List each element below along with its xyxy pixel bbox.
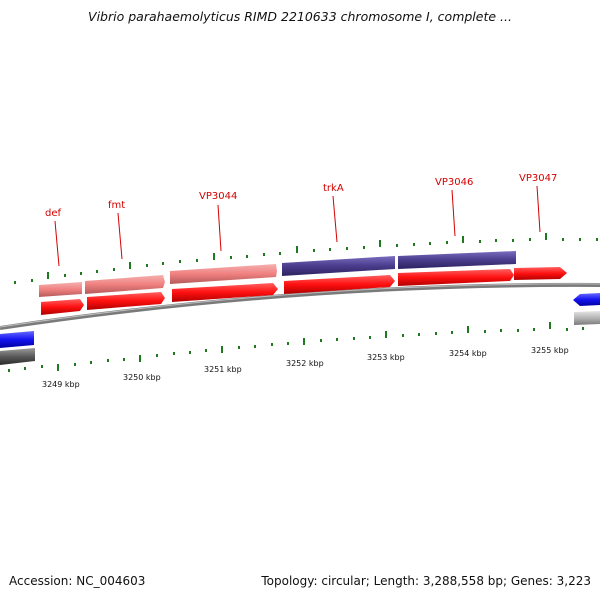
gene-trka[interactable] — [282, 256, 395, 276]
map-title: Vibrio parahaemolyticus RIMD 2210633 chr… — [88, 9, 512, 24]
kbp-label-3255: 3255 kbp — [531, 346, 569, 355]
gene-vp3046[interactable] — [398, 251, 516, 269]
kbp-label-3252: 3252 kbp — [286, 359, 324, 368]
inner-tick-row — [8, 322, 584, 372]
accession-text: Accession: NC_004603 — [9, 574, 146, 588]
gene-right-gray[interactable] — [574, 311, 600, 325]
gene-vp3044[interactable] — [170, 264, 277, 284]
genome-summary-text: Topology: circular; Length: 3,288,558 bp… — [261, 574, 591, 588]
gene-fmt[interactable] — [85, 275, 165, 294]
cds-vp3047[interactable] — [514, 267, 567, 280]
kbp-label-3253: 3253 kbp — [367, 353, 405, 362]
cds-def[interactable] — [41, 299, 84, 315]
gene-label-trka: trkA — [323, 183, 344, 194]
kbp-label-3251: 3251 kbp — [204, 365, 242, 374]
gene-label-vp3047: VP3047 — [519, 173, 557, 184]
gene-label-vp3044: VP3044 — [199, 191, 237, 202]
gene-left-blue[interactable] — [0, 331, 34, 348]
gene-def[interactable] — [39, 282, 82, 297]
cds-vp3046[interactable] — [398, 269, 514, 286]
gene-left-dark[interactable] — [0, 348, 35, 365]
gene-label-vp3046: VP3046 — [435, 177, 473, 188]
label-leaders — [54, 185, 541, 267]
outer-tick-row — [14, 233, 598, 284]
gene-label-fmt: fmt — [108, 200, 125, 211]
genome-backbone — [0, 282, 600, 330]
gene-right-blue[interactable] — [573, 293, 600, 306]
cds-trka[interactable] — [284, 275, 395, 294]
cds-fmt[interactable] — [87, 292, 165, 310]
kbp-label-3254: 3254 kbp — [449, 349, 487, 358]
cds-vp3044[interactable] — [172, 283, 278, 302]
gene-label-def: def — [45, 208, 62, 219]
kbp-label-3249: 3249 kbp — [42, 380, 80, 389]
genome-backbone-highlight — [0, 283, 600, 328]
kbp-label-3250: 3250 kbp — [123, 373, 161, 382]
